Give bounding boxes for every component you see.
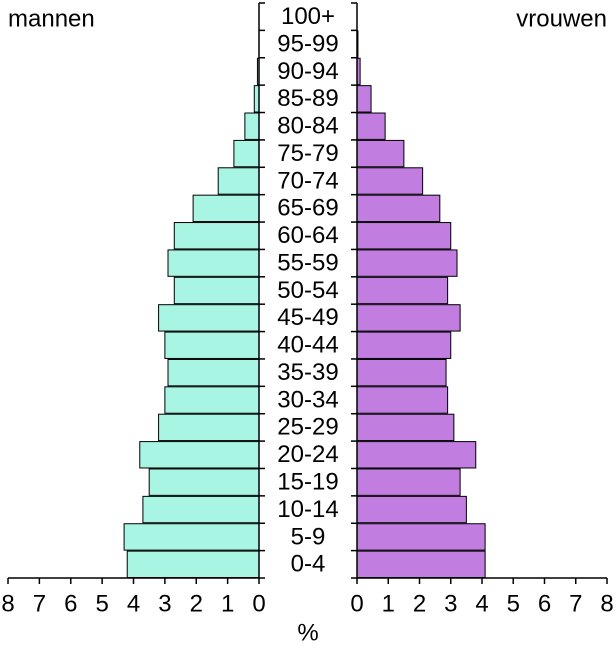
- category-label: 85-89: [277, 85, 338, 112]
- x-tick-label: 4: [127, 590, 140, 617]
- category-label: 60-64: [277, 222, 338, 249]
- bar: [356, 413, 455, 442]
- category-label: 10-14: [277, 496, 338, 523]
- x-tick-label: 5: [507, 590, 520, 617]
- x-tick-label: 0: [252, 590, 265, 617]
- x-tick-label: 8: [1, 590, 14, 617]
- bar: [356, 495, 467, 524]
- category-label: 55-59: [277, 249, 338, 276]
- category-label: 30-34: [277, 386, 338, 413]
- category-label: 45-49: [277, 304, 338, 331]
- x-tick-label: 3: [444, 590, 457, 617]
- x-tick-label: 3: [158, 590, 171, 617]
- bar: [356, 304, 461, 332]
- bar: [158, 413, 260, 442]
- bar: [192, 194, 260, 223]
- x-tick-label: 5: [95, 590, 108, 617]
- bar: [244, 112, 260, 140]
- bar: [356, 276, 449, 305]
- bar: [356, 85, 372, 113]
- bar: [356, 358, 447, 387]
- bar: [356, 249, 458, 277]
- category-label: 100+: [281, 3, 335, 30]
- x-tick-label: 6: [538, 590, 551, 617]
- category-label: 0-4: [291, 551, 326, 578]
- category-label: 40-44: [277, 332, 338, 359]
- bar: [356, 222, 452, 250]
- bar: [356, 167, 424, 195]
- x-tick-label: 6: [64, 590, 77, 617]
- x-tick-label: 8: [600, 590, 613, 617]
- bar: [173, 222, 260, 250]
- category-label: 15-19: [277, 469, 338, 496]
- x-tick-label: 4: [475, 590, 488, 617]
- bar: [356, 523, 486, 551]
- bar: [356, 194, 441, 223]
- legend-right: vrouwen: [516, 5, 607, 32]
- category-label: 20-24: [277, 441, 338, 468]
- x-tick-label: 7: [569, 590, 582, 617]
- legend-left: mannen: [8, 5, 95, 32]
- bar: [217, 167, 260, 195]
- bar: [164, 386, 260, 414]
- x-tick-label: 2: [190, 590, 203, 617]
- x-axis-title: %: [297, 619, 318, 646]
- bar: [167, 358, 260, 387]
- bar: [123, 523, 260, 551]
- category-label: 75-79: [277, 140, 338, 167]
- category-label: 70-74: [277, 167, 338, 194]
- category-label: 50-54: [277, 277, 338, 304]
- x-tick-label: 7: [33, 590, 46, 617]
- bar: [356, 112, 386, 140]
- bar: [158, 304, 260, 332]
- bar: [356, 468, 461, 496]
- bar: [356, 441, 477, 469]
- category-label: 80-84: [277, 113, 338, 140]
- bar: [356, 139, 405, 168]
- bar: [356, 550, 486, 578]
- x-tick-label: 1: [382, 590, 395, 617]
- bar: [173, 276, 260, 305]
- bar: [142, 495, 260, 524]
- bar: [164, 331, 260, 359]
- category-label: 25-29: [277, 414, 338, 441]
- bar: [167, 249, 260, 277]
- bar: [233, 139, 260, 168]
- category-label: 65-69: [277, 195, 338, 222]
- bar: [356, 386, 449, 414]
- bar: [126, 550, 260, 578]
- category-label: 90-94: [277, 58, 338, 85]
- x-tick-label: 0: [350, 590, 363, 617]
- x-tick-label: 1: [221, 590, 234, 617]
- category-label: 35-39: [277, 359, 338, 386]
- category-label: 95-99: [277, 30, 338, 57]
- bar: [139, 441, 260, 469]
- bar: [148, 468, 260, 496]
- bar: [356, 331, 452, 359]
- category-label: 5-9: [291, 523, 326, 550]
- x-tick-label: 2: [413, 590, 426, 617]
